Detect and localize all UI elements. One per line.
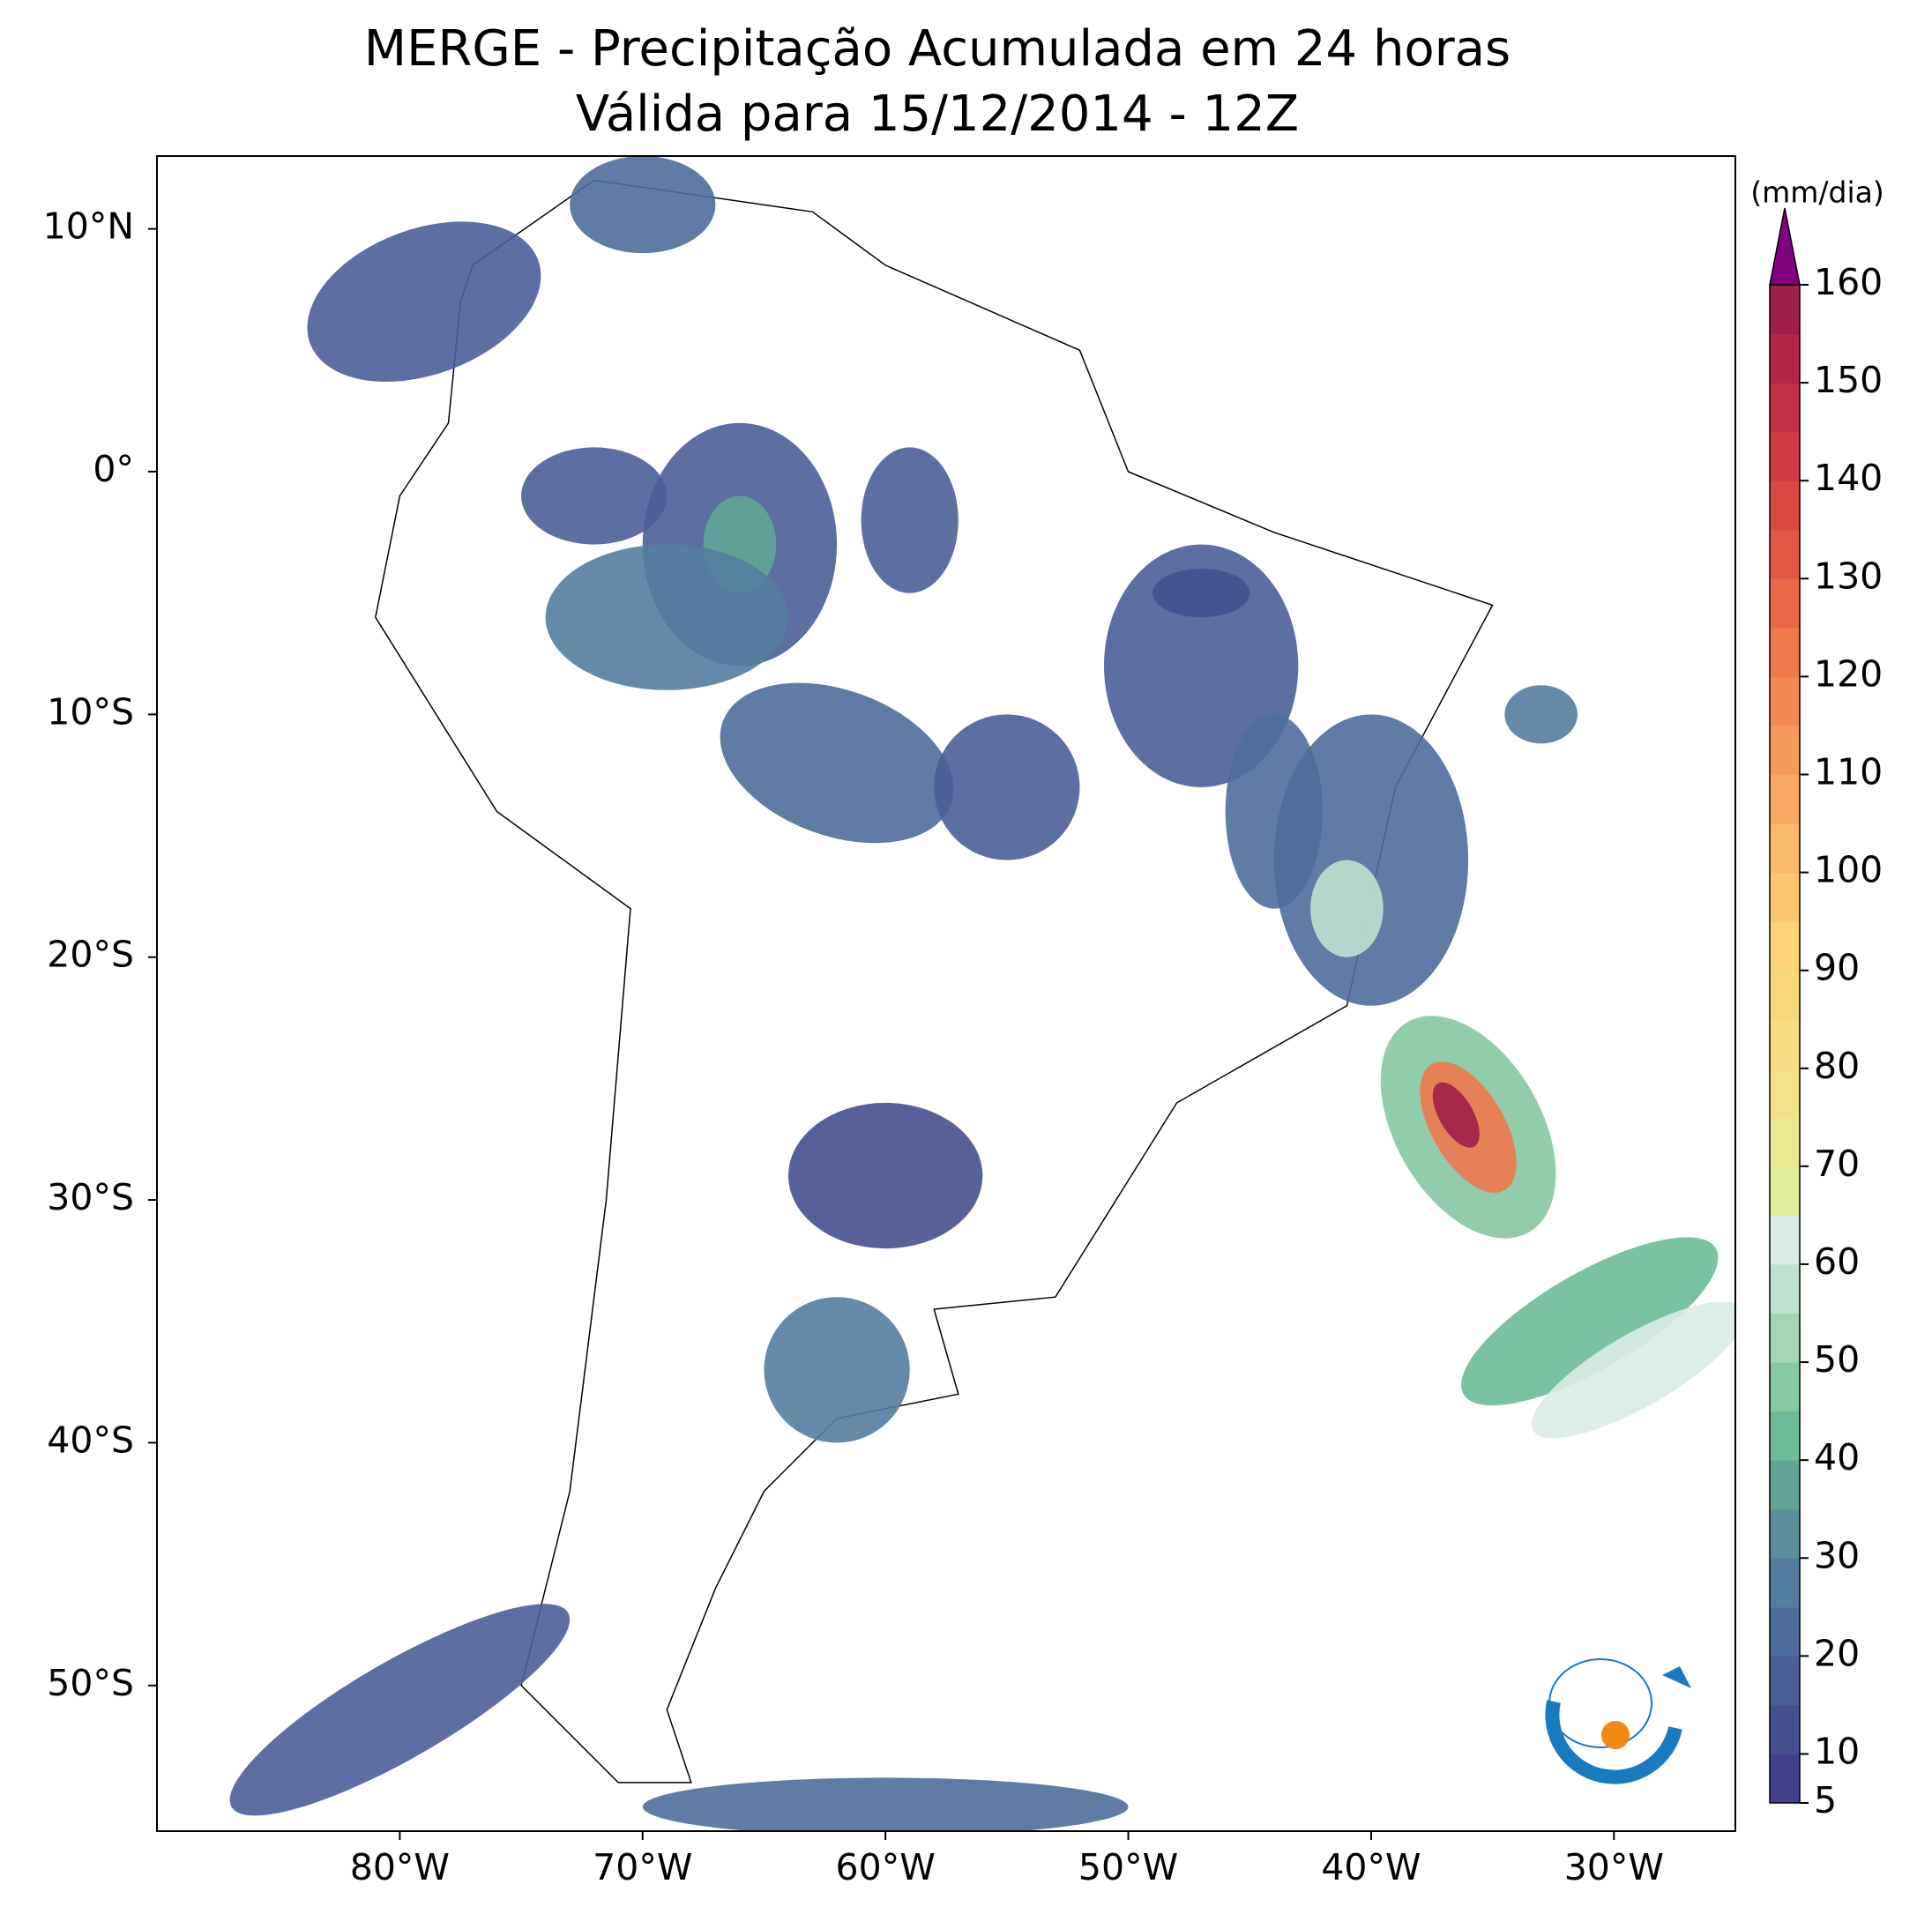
colorbar-tick-label: 60 (1814, 1240, 1860, 1283)
logo (1545, 1658, 1691, 1784)
precip-area (861, 447, 959, 593)
colorbar-tick-label: 100 (1814, 849, 1883, 891)
colorbar-band (1770, 1606, 1800, 1657)
colorbar-band (1770, 333, 1800, 384)
colorbar-band (1770, 627, 1800, 677)
x-tick-label: 80°W (350, 1846, 450, 1888)
colorbar-tick-label: 110 (1814, 750, 1883, 793)
coastline (375, 179, 1494, 1784)
colorbar-band (1770, 480, 1800, 531)
logo-dot (1601, 1721, 1630, 1749)
colorbar-tick-label: 150 (1814, 359, 1883, 401)
colorbar-tick-label: 120 (1814, 652, 1883, 695)
colorbar-band (1770, 1263, 1800, 1314)
precip-area (788, 1102, 983, 1249)
x-tick-label: 60°W (836, 1846, 936, 1888)
title: MERGE - Precipitação Acumulada em 24 hor… (364, 20, 1511, 78)
precip-area (1432, 1082, 1480, 1148)
precip-area (1104, 544, 1299, 787)
precip-area (1225, 714, 1323, 909)
x-tick-label: 40°W (1321, 1846, 1421, 1888)
colorbar-band (1770, 1411, 1800, 1461)
precip-area (1152, 569, 1250, 618)
precip-area (1531, 1301, 1735, 1439)
colorbar-tick-label: 80 (1814, 1045, 1860, 1087)
precip-area (934, 714, 1080, 860)
logo-swoosh (1545, 1700, 1682, 1784)
colorbar-band (1770, 970, 1800, 1020)
colorbar-tick-label: 30 (1814, 1534, 1860, 1576)
precip-area (1310, 860, 1384, 957)
colorbar-band (1770, 529, 1800, 579)
x-tick-label: 30°W (1564, 1846, 1664, 1888)
colorbar-extend (1769, 207, 1801, 286)
precip-area (1504, 685, 1578, 744)
y-tick-label: 10°S (47, 690, 134, 733)
colorbar-band (1770, 1656, 1800, 1706)
colorbar-band (1770, 1313, 1800, 1363)
y-tick-label: 30°S (47, 1176, 134, 1218)
colorbar-tick-label: 160 (1814, 261, 1883, 303)
map-area (229, 156, 1735, 1831)
precip-area (1461, 1237, 1719, 1406)
colorbar-label: (mm/dia) (1750, 175, 1884, 210)
colorbar-tick-label: 130 (1814, 555, 1883, 597)
precip-area (545, 544, 788, 690)
precip-area (764, 1297, 910, 1443)
colorbar-tick-label: 5 (1814, 1779, 1837, 1821)
colorbar-tick-label: 10 (1814, 1730, 1860, 1772)
colorbar-tick-label: 70 (1814, 1143, 1860, 1185)
y-tick-label: 10°N (43, 205, 134, 248)
colorbar-band (1770, 1215, 1800, 1265)
colorbar-band (1770, 1117, 1800, 1167)
precip-area (642, 1777, 1129, 1831)
colorbar-band (1770, 1166, 1800, 1216)
colorbar-band (1770, 1362, 1800, 1412)
precip-area (521, 447, 668, 545)
colorbar-band (1770, 431, 1800, 481)
y-tick-label: 40°S (47, 1419, 134, 1461)
colorbar-band (1770, 285, 1800, 335)
precip-area (229, 1604, 571, 1816)
y-tick-label: 50°S (47, 1662, 134, 1704)
colorbar-tick-label: 50 (1814, 1338, 1860, 1381)
logo-ring (1548, 1658, 1652, 1748)
colorbar-band (1770, 774, 1800, 824)
colorbar-band (1770, 1460, 1800, 1510)
map-frame (156, 155, 1736, 1832)
colorbar-tick-label: 20 (1814, 1632, 1860, 1674)
precip-area (720, 682, 954, 844)
colorbar-band (1770, 1068, 1800, 1118)
colorbar-band (1770, 872, 1800, 922)
precip-area (307, 221, 541, 383)
colorbar-band (1770, 1704, 1800, 1754)
colorbar-band (1770, 1754, 1800, 1804)
x-tick-label: 70°W (593, 1846, 692, 1888)
y-tick-label: 0° (93, 448, 134, 490)
subtitle: Válida para 15/12/2014 - 12Z (576, 86, 1299, 143)
colorbar-band (1770, 1558, 1800, 1608)
x-tick-label: 50°W (1078, 1846, 1178, 1888)
colorbar-tick-label: 140 (1814, 457, 1883, 499)
colorbar-band (1770, 1019, 1800, 1069)
colorbar-tick-label: 40 (1814, 1436, 1860, 1478)
colorbar-tick-label: 90 (1814, 947, 1860, 989)
colorbar-band (1770, 1508, 1800, 1559)
colorbar-band (1770, 383, 1800, 433)
colorbar-band (1770, 676, 1800, 726)
logo-arrow (1662, 1666, 1691, 1688)
colorbar-band (1770, 823, 1800, 874)
colorbar-band (1770, 578, 1800, 629)
colorbar-frame (1769, 284, 1801, 1804)
colorbar-band (1770, 921, 1800, 972)
precip-area (570, 156, 716, 254)
colorbar-band (1770, 725, 1800, 775)
y-tick-label: 20°S (47, 934, 134, 976)
